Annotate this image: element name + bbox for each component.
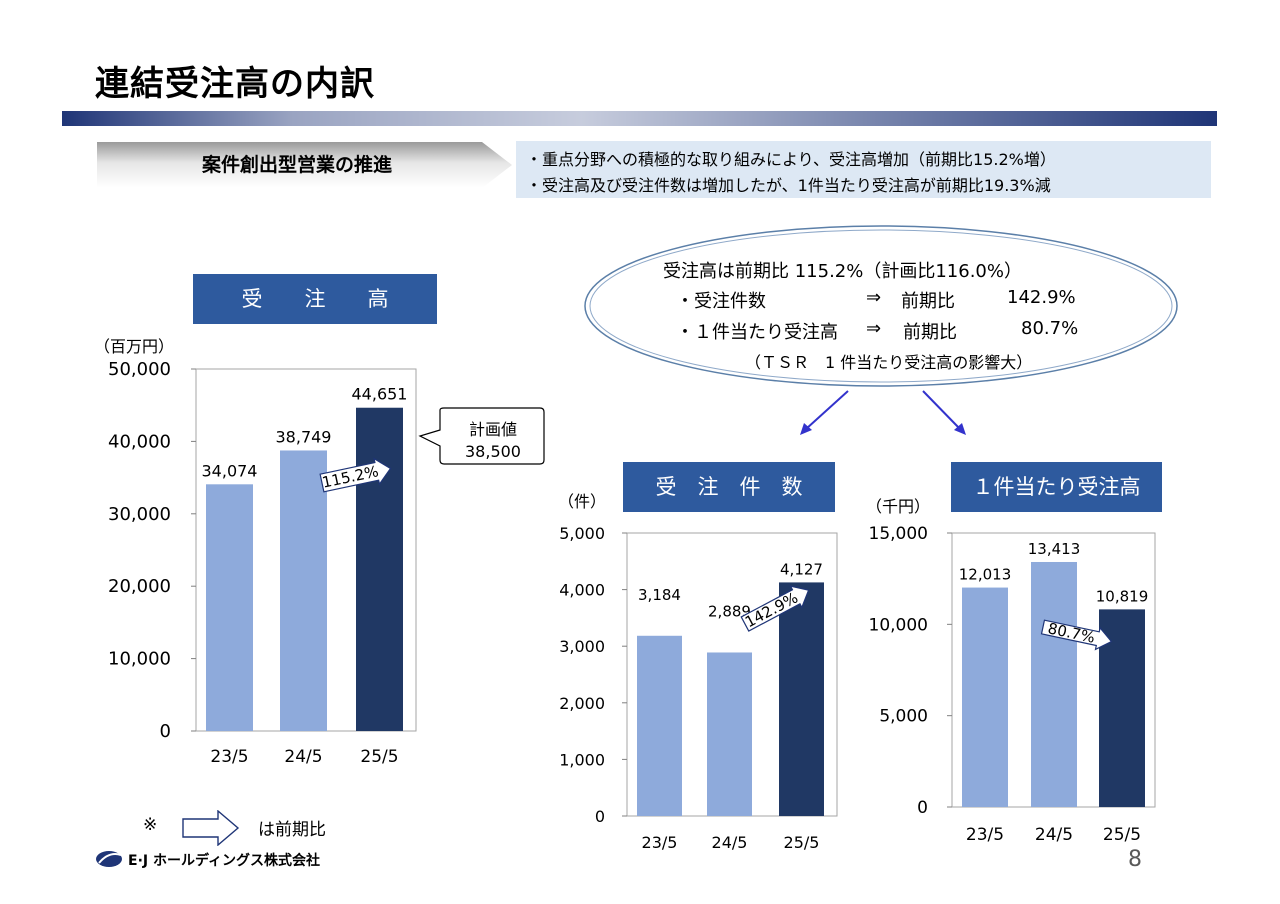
chart-1-bar (206, 484, 253, 731)
chart-2-unit: （件） (558, 492, 607, 511)
chart-3-category-label: 25/5 (1103, 825, 1141, 845)
chart-3-category-label: 24/5 (1035, 825, 1073, 845)
chart-1-y-tick-label: 10,000 (108, 649, 171, 670)
chart-2-category-label: 23/5 (642, 833, 678, 852)
chart-1-value-label: 38,749 (276, 427, 332, 446)
chart-2-y-tick-label: 5,000 (559, 524, 605, 543)
chart-1-value-label: 34,074 (202, 461, 258, 480)
legend-text: は前期比 (258, 820, 326, 840)
chart-2-value-label: 4,127 (780, 560, 823, 578)
chart-1-bar (280, 450, 327, 731)
chart-2-category-label: 24/5 (712, 833, 748, 852)
oval-line-1: 受注高は前期比 115.2%（計画比116.0%） (663, 261, 1022, 282)
chart-2-y-tick-label: 2,000 (559, 694, 605, 713)
chart-1-category-label: 23/5 (210, 747, 248, 767)
arrow-down-right-icon (954, 423, 966, 435)
page-number: 8 (1128, 847, 1142, 872)
chart-3-y-tick-label: 10,000 (869, 615, 928, 635)
chart-1-unit: （百万円） (94, 337, 175, 356)
chart-3-value-label: 13,413 (1028, 540, 1081, 558)
chart-1-bar (356, 407, 403, 731)
chart-1-category-label: 24/5 (284, 747, 322, 767)
oval-line-3-compare: 前期比 (903, 322, 957, 343)
chart-2-y-tick-label: 4,000 (559, 581, 605, 600)
strategy-banner (97, 142, 512, 188)
company-name: E·J ホールディングス株式会社 (128, 853, 320, 869)
chart-2-y-tick-label: 1,000 (559, 750, 605, 769)
chart-1-title: 受 注 高 (193, 274, 437, 324)
chart-1-value-label: 44,651 (352, 385, 408, 404)
chart-2-y-tick-label: 3,000 (559, 637, 605, 656)
chart-1-y-tick-label: 0 (160, 721, 171, 742)
chart-3-unit: （千円） (866, 497, 931, 516)
chart-1-y-tick-label: 50,000 (108, 359, 171, 380)
plan-callout-label: 計画値 (468, 420, 517, 439)
chart-1-y-tick-label: 40,000 (108, 431, 171, 452)
chart-3-y-tick-label: 0 (917, 798, 928, 818)
page-title: 連結受注高の内訳 (95, 64, 375, 104)
chart-2-bar (637, 635, 682, 816)
chart-3-growth-arrow-shape (1040, 619, 1113, 651)
chart-1-y-tick-label: 20,000 (108, 576, 171, 597)
chart-2-title: 受 注 件 数 (623, 462, 835, 512)
chart-2-value-label: 2,889 (708, 602, 751, 620)
chart-2-category-label: 25/5 (784, 833, 820, 852)
chart-2-growth-arrow-shape (740, 585, 810, 632)
plan-callout-shape (418, 407, 545, 465)
summary-line-2: ・受注高及び受注件数は増加したが、1件当たり受注高が前期比19.3%減 (526, 176, 1051, 195)
oval-line-3-label: ・１件当たり受注高 (676, 322, 838, 343)
breakdown-arrows (800, 390, 966, 435)
chart-1-growth-arrow-shape (319, 457, 392, 493)
title-underline-highlight (62, 106, 1217, 126)
summary-line-1: ・重点分野への積極的な取り組みにより、受注高増加（前期比15.2%増） (526, 150, 1056, 169)
chart-3-value-label: 12,013 (959, 566, 1012, 584)
chart-3-bar (1031, 561, 1077, 807)
arrow-down-left-icon (800, 423, 812, 435)
chart-3-y-tick-label: 15,000 (869, 524, 928, 544)
chart-1-y-tick-label: 30,000 (108, 504, 171, 525)
plan-callout-value: 38,500 (465, 442, 521, 461)
legend-arrow-icon (182, 810, 240, 846)
oval-line-3-arrow: ⇒ (866, 318, 882, 339)
chart-2-bar (707, 652, 752, 816)
chart-3-y-tick-label: 5,000 (879, 707, 928, 727)
chart-3-category-label: 23/5 (966, 825, 1004, 845)
chart-3-value-label: 10,819 (1096, 587, 1149, 605)
oval-line-4: （ＴＳＲ 1 件当たり受注高の影響大） (745, 353, 1033, 372)
chart-3-title: １件当たり受注高 (951, 462, 1162, 512)
company-logo-icon (96, 851, 122, 867)
chart-3-bar (962, 587, 1008, 807)
oval-line-2-arrow: ⇒ (866, 287, 882, 308)
chart-1-category-label: 25/5 (360, 747, 398, 767)
oval-line-2-label: ・受注件数 (676, 291, 766, 312)
summary-box: ・重点分野への積極的な取り組みにより、受注高増加（前期比15.2%増） ・受注高… (516, 141, 1211, 198)
chart-2-bar (779, 582, 824, 816)
oval-line-2-compare: 前期比 (901, 291, 955, 312)
legend-symbol: ※ (143, 815, 158, 835)
chart-2-y-tick-label: 0 (595, 807, 605, 826)
chart-2-value-label: 3,184 (638, 586, 681, 604)
strategy-label: 案件創出型営業の推進 (201, 154, 392, 176)
summary-oval (584, 225, 1178, 387)
oval-line-2-value: 142.9% (1007, 287, 1076, 308)
oval-line-3-value: 80.7% (1021, 318, 1079, 339)
